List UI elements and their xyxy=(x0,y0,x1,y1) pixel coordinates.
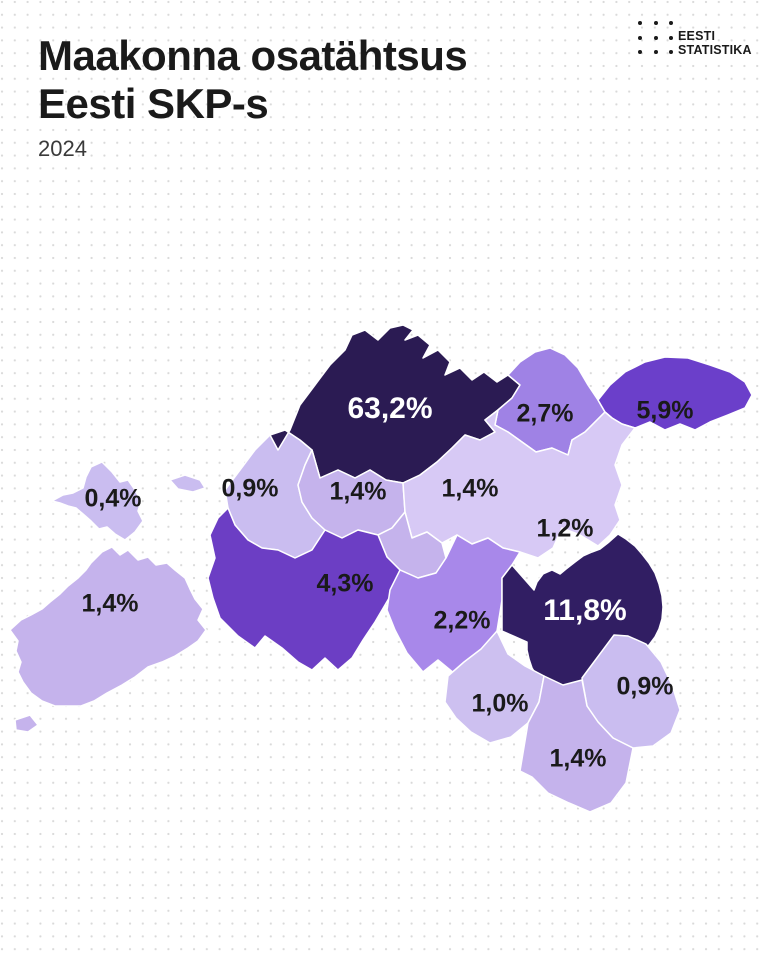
svg-text:1,4%: 1,4% xyxy=(330,478,387,506)
svg-text:5,9%: 5,9% xyxy=(637,397,694,425)
svg-text:2,2%: 2,2% xyxy=(434,607,491,635)
svg-text:11,8%: 11,8% xyxy=(543,594,626,627)
svg-text:2,7%: 2,7% xyxy=(517,400,574,428)
svg-text:1,2%: 1,2% xyxy=(537,515,594,543)
svg-text:0,4%: 0,4% xyxy=(85,485,142,513)
svg-text:1,4%: 1,4% xyxy=(82,590,139,618)
svg-text:1,0%: 1,0% xyxy=(472,690,529,718)
svg-text:0,9%: 0,9% xyxy=(222,475,279,503)
svg-text:0,9%: 0,9% xyxy=(617,673,674,701)
svg-text:1,4%: 1,4% xyxy=(550,745,607,773)
svg-text:4,3%: 4,3% xyxy=(317,570,374,598)
svg-text:63,2%: 63,2% xyxy=(347,392,432,425)
svg-text:1,4%: 1,4% xyxy=(442,475,499,503)
